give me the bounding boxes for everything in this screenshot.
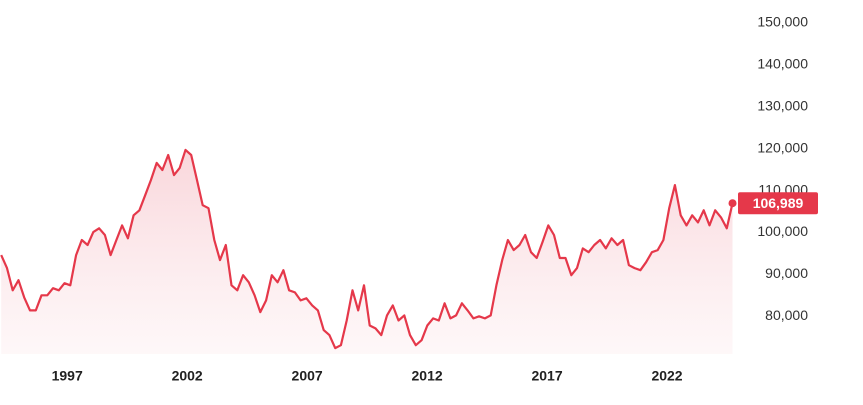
latest-point xyxy=(728,199,737,208)
y-tick-label: 150,000 xyxy=(757,14,808,30)
latest-label-box xyxy=(738,192,818,215)
x-tick-label: 1997 xyxy=(52,368,83,384)
x-tick-label: 2002 xyxy=(172,368,203,384)
area xyxy=(1,149,733,354)
y-tick-label: 140,000 xyxy=(757,56,808,72)
y-tick-label: 90,000 xyxy=(765,265,808,281)
y-tick-label: 100,000 xyxy=(757,223,808,239)
x-tick-label: 2017 xyxy=(531,368,562,384)
x-tick-label: 2012 xyxy=(412,368,443,384)
line xyxy=(0,148,734,350)
x-tick-label: 2007 xyxy=(292,368,323,384)
y-tick-label: 120,000 xyxy=(757,139,808,155)
x-tick-label: 2022 xyxy=(651,368,682,384)
y-tick-label: 130,000 xyxy=(757,97,808,113)
y-tick-label: 80,000 xyxy=(765,307,808,323)
latest-label: 106,989 xyxy=(753,195,804,211)
